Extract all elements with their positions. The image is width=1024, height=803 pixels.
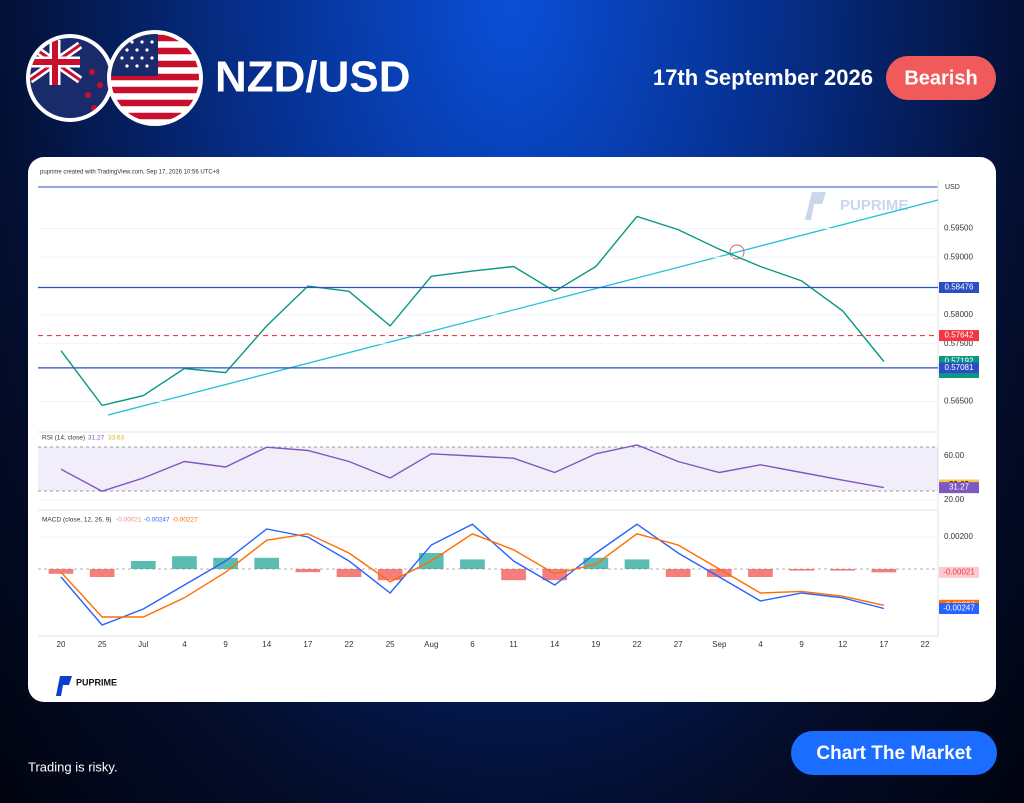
- histogram-bar: [89, 569, 115, 577]
- histogram-bar: [336, 569, 362, 577]
- x-tick-label: 25: [98, 640, 107, 649]
- y-tick-label: 0.56500: [944, 396, 973, 405]
- level-label: 0.57642: [945, 331, 974, 340]
- level-box: [939, 282, 979, 294]
- level-box: [939, 330, 979, 342]
- macd-header-macd: -0.00247: [144, 517, 170, 524]
- nz-flag: [26, 34, 114, 122]
- series-line: [60, 444, 885, 492]
- x-tick-label: Jul: [138, 640, 148, 649]
- x-tick-label: 9: [223, 640, 228, 649]
- rsi-header-ma: 33.63: [108, 435, 125, 442]
- rsi-title: RSI (14, close): [42, 435, 85, 442]
- x-tick-label: 12: [838, 640, 847, 649]
- histogram-bar: [706, 569, 732, 577]
- histogram-bar: [542, 569, 568, 581]
- us-flag: [107, 30, 203, 126]
- histogram-bar: [871, 569, 897, 573]
- level-box: [939, 603, 979, 615]
- histogram-bar: [377, 569, 403, 581]
- brand-logo: [56, 676, 72, 696]
- series-line: [60, 523, 885, 626]
- pair-title: NZD/USD: [215, 53, 411, 102]
- histogram-bar: [172, 556, 197, 569]
- cta-label[interactable]: Chart The Market: [816, 743, 972, 764]
- macd-title: MACD (close, 12, 26, 9): [42, 517, 111, 524]
- level-box: [939, 362, 979, 374]
- x-tick-label: Aug: [424, 640, 438, 649]
- rsi-header-value: 31.27: [88, 435, 105, 442]
- chart-card: [28, 157, 996, 702]
- brand: PUPRIME: [76, 677, 117, 687]
- y-tick-label: 0.00200: [944, 532, 973, 541]
- series-line: [60, 215, 885, 407]
- x-tick-label: 25: [386, 640, 395, 649]
- level-box: [939, 566, 979, 578]
- level-label: 31.27: [949, 483, 970, 492]
- watermark: PUPRIME: [840, 197, 908, 214]
- y-tick-label: 60.00: [944, 451, 965, 460]
- x-tick-label: 17: [879, 640, 888, 649]
- disclaimer: Trading is risky.: [28, 759, 118, 774]
- level-label: 0.58476: [945, 283, 974, 292]
- x-tick-label: 4: [758, 640, 763, 649]
- histogram-bar: [624, 559, 650, 569]
- sentiment: Bearish: [904, 67, 977, 89]
- trend-line: [107, 199, 939, 416]
- x-tick-label: 17: [303, 640, 312, 649]
- level-label: 0.57192: [945, 357, 974, 366]
- histogram-bar: [789, 569, 814, 571]
- date: 17th September 2026: [653, 65, 873, 90]
- histogram-bar: [254, 557, 280, 569]
- x-tick-label: 22: [633, 640, 642, 649]
- sentiment-pill: [886, 56, 996, 100]
- x-tick-label: 22: [921, 640, 930, 649]
- histogram-bar: [665, 569, 691, 577]
- histogram-bar: [460, 559, 485, 569]
- level-label: -0.00247: [943, 604, 975, 613]
- watermark-logo: [805, 192, 826, 220]
- chart-meta: puprime created with TradingView.com, Se…: [40, 170, 220, 176]
- level-label: 0.57081: [945, 363, 974, 372]
- rsi-band: [38, 447, 938, 491]
- y-tick-label: 20.00: [944, 495, 965, 504]
- macd-header-signal: -0.00227: [172, 517, 198, 524]
- level-label: -0.00021: [943, 567, 975, 576]
- y-tick-label: 0.57500: [944, 339, 973, 348]
- marker-circle: [729, 244, 745, 260]
- x-tick-label: 14: [262, 640, 271, 649]
- x-tick-label: Sep: [712, 640, 727, 649]
- x-tick-label: 20: [57, 640, 66, 649]
- macd-header-hist: -0.00021: [116, 517, 142, 524]
- histogram-bar: [130, 561, 156, 569]
- y-tick-label: 0.59000: [944, 252, 973, 261]
- histogram-bar: [295, 569, 321, 573]
- x-tick-label: 6: [470, 640, 475, 649]
- series-line: [60, 533, 885, 618]
- cta-button[interactable]: [791, 731, 997, 775]
- histogram-bar: [830, 569, 856, 571]
- x-tick-label: 14: [550, 640, 559, 649]
- y-tick-label: 0.58000: [944, 310, 973, 319]
- x-tick-label: 4: [182, 640, 187, 649]
- currency: USD: [945, 184, 960, 191]
- histogram-bar: [748, 569, 773, 577]
- histogram-bar: [48, 569, 74, 574]
- level-box: [939, 482, 979, 494]
- x-tick-label: 22: [345, 640, 354, 649]
- histogram-bar: [501, 569, 526, 581]
- y-tick-label: 0.59500: [944, 224, 973, 233]
- x-tick-label: 9: [799, 640, 804, 649]
- x-tick-label: 27: [674, 640, 683, 649]
- x-tick-label: 19: [591, 640, 600, 649]
- histogram-bar: [213, 557, 238, 569]
- x-tick-label: 11: [509, 640, 518, 649]
